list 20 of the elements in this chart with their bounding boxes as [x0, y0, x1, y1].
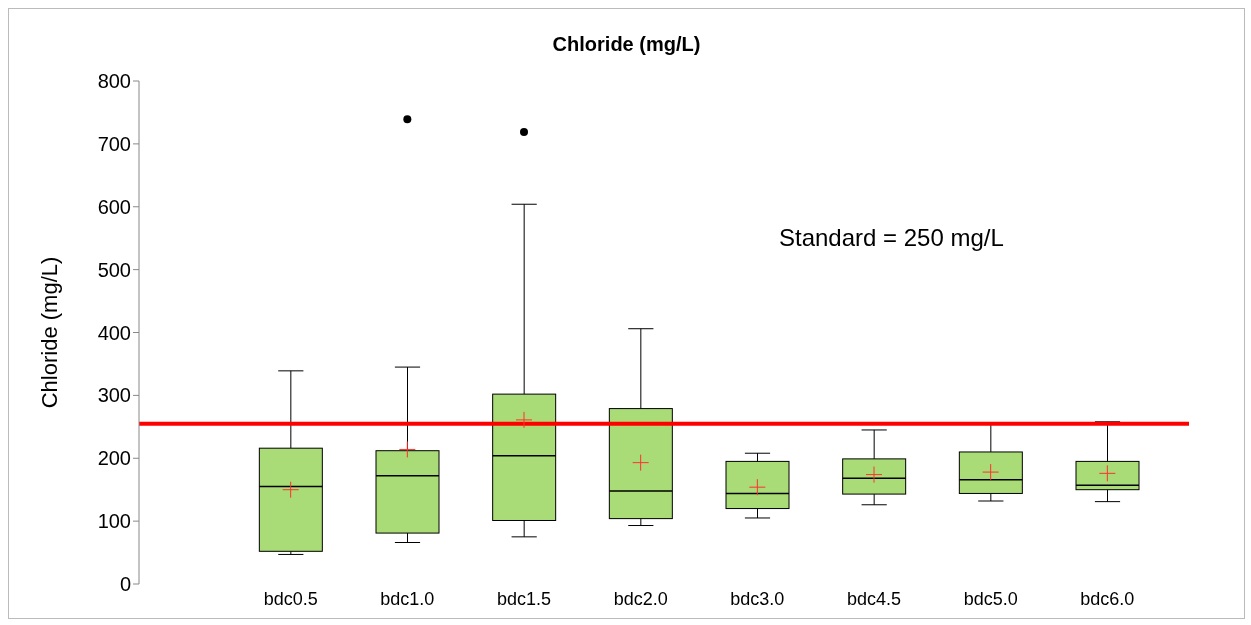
x-tick-label: bdc1.5: [496, 588, 552, 609]
y-tick-label: 200: [97, 447, 131, 470]
chart-title: Chloride (mg/L): [551, 33, 702, 56]
x-tick-label: bdc1.0: [380, 588, 435, 609]
x-tick-label: bdc6.0: [1080, 588, 1135, 609]
y-tick-label: 0: [119, 573, 131, 596]
x-tick-label: bdc4.5: [846, 588, 902, 609]
y-tick-label: 700: [97, 132, 131, 155]
x-tick-label: bdc3.0: [730, 588, 785, 609]
y-tick-label: 800: [97, 70, 131, 93]
x-tick-label: bdc2.0: [613, 588, 668, 609]
x-tick-label: bdc5.0: [963, 588, 1018, 609]
y-tick-label: 300: [97, 384, 131, 407]
annotation: Standard = 250 mg/L: [779, 224, 1004, 252]
y-tick-label: 100: [97, 510, 131, 533]
y-tick-label: 600: [97, 195, 131, 218]
x-tick-label: bdc0.5: [263, 588, 318, 609]
y-tick-label: 400: [97, 321, 131, 344]
y-axis-title: Chloride (mg/L): [36, 256, 62, 409]
y-tick-label: 500: [97, 258, 131, 281]
